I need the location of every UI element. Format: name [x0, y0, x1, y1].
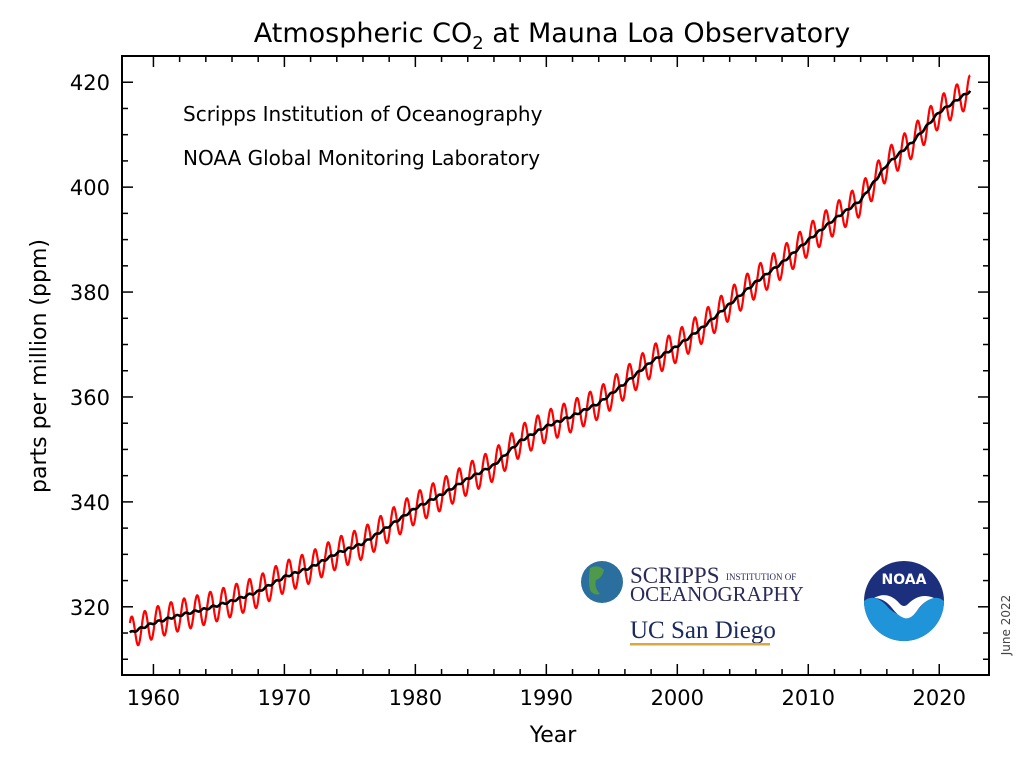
date-stamp: June 2022	[999, 595, 1013, 657]
annotation-noaa: NOAA Global Monitoring Laboratory	[183, 146, 540, 170]
chart-title-rest: at Mauna Loa Observatory	[484, 18, 851, 49]
x-tick-label: 1980	[389, 686, 442, 710]
scripps-globe-land	[589, 566, 604, 595]
y-tick-label: 380	[70, 281, 110, 305]
noaa-logo: NOAA	[864, 561, 944, 641]
x-tick-label: 2000	[651, 686, 704, 710]
x-axis-label: Year	[529, 723, 578, 748]
scripps-logo-oceanography: OCEANOGRAPHY	[630, 582, 804, 606]
x-tick-label: 2020	[913, 686, 966, 710]
scripps-logo-name: SCRIPPS	[630, 563, 720, 588]
axis-tick-labels: 1960 1970 1980 1990 2000 2010 2020 320 340 360 380…	[70, 71, 966, 710]
series-layer	[128, 74, 972, 647]
x-tick-label: 1990	[520, 686, 573, 710]
ucsd-logo-text: UC San Diego	[630, 617, 776, 644]
y-tick-label: 420	[70, 71, 110, 95]
y-tick-label: 360	[70, 386, 110, 410]
y-tick-label: 400	[70, 176, 110, 200]
plot-frame	[121, 55, 990, 676]
series-line-monthly	[128, 74, 971, 647]
scripps-logo-institution: INSTITUTION OF	[726, 572, 796, 582]
noaa-logo-bird	[874, 595, 934, 619]
scripps-logo: SCRIPPS INSTITUTION OF OCEANOGRAPHY UC S…	[581, 561, 804, 646]
noaa-logo-lower-blue	[864, 597, 944, 641]
ucsd-logo-underline	[630, 643, 770, 646]
chart-title-main: Atmospheric CO	[254, 18, 472, 49]
chart-title-subscript: 2	[472, 33, 483, 54]
chart-title: Atmospheric CO2 at Mauna Loa Observatory	[254, 18, 851, 54]
scripps-globe-icon	[581, 561, 623, 603]
x-tick-label: 2010	[782, 686, 835, 710]
noaa-logo-text: NOAA	[882, 572, 927, 588]
y-tick-label: 340	[70, 491, 110, 515]
y-axis-label: parts per million (ppm)	[27, 239, 52, 493]
x-tick-label: 1970	[258, 686, 311, 710]
axis-ticks	[122, 56, 989, 675]
series-line-trend	[128, 90, 972, 634]
y-tick-label: 320	[70, 596, 110, 620]
annotation-scripps: Scripps Institution of Oceanography	[183, 102, 543, 126]
x-tick-label: 1960	[127, 686, 180, 710]
